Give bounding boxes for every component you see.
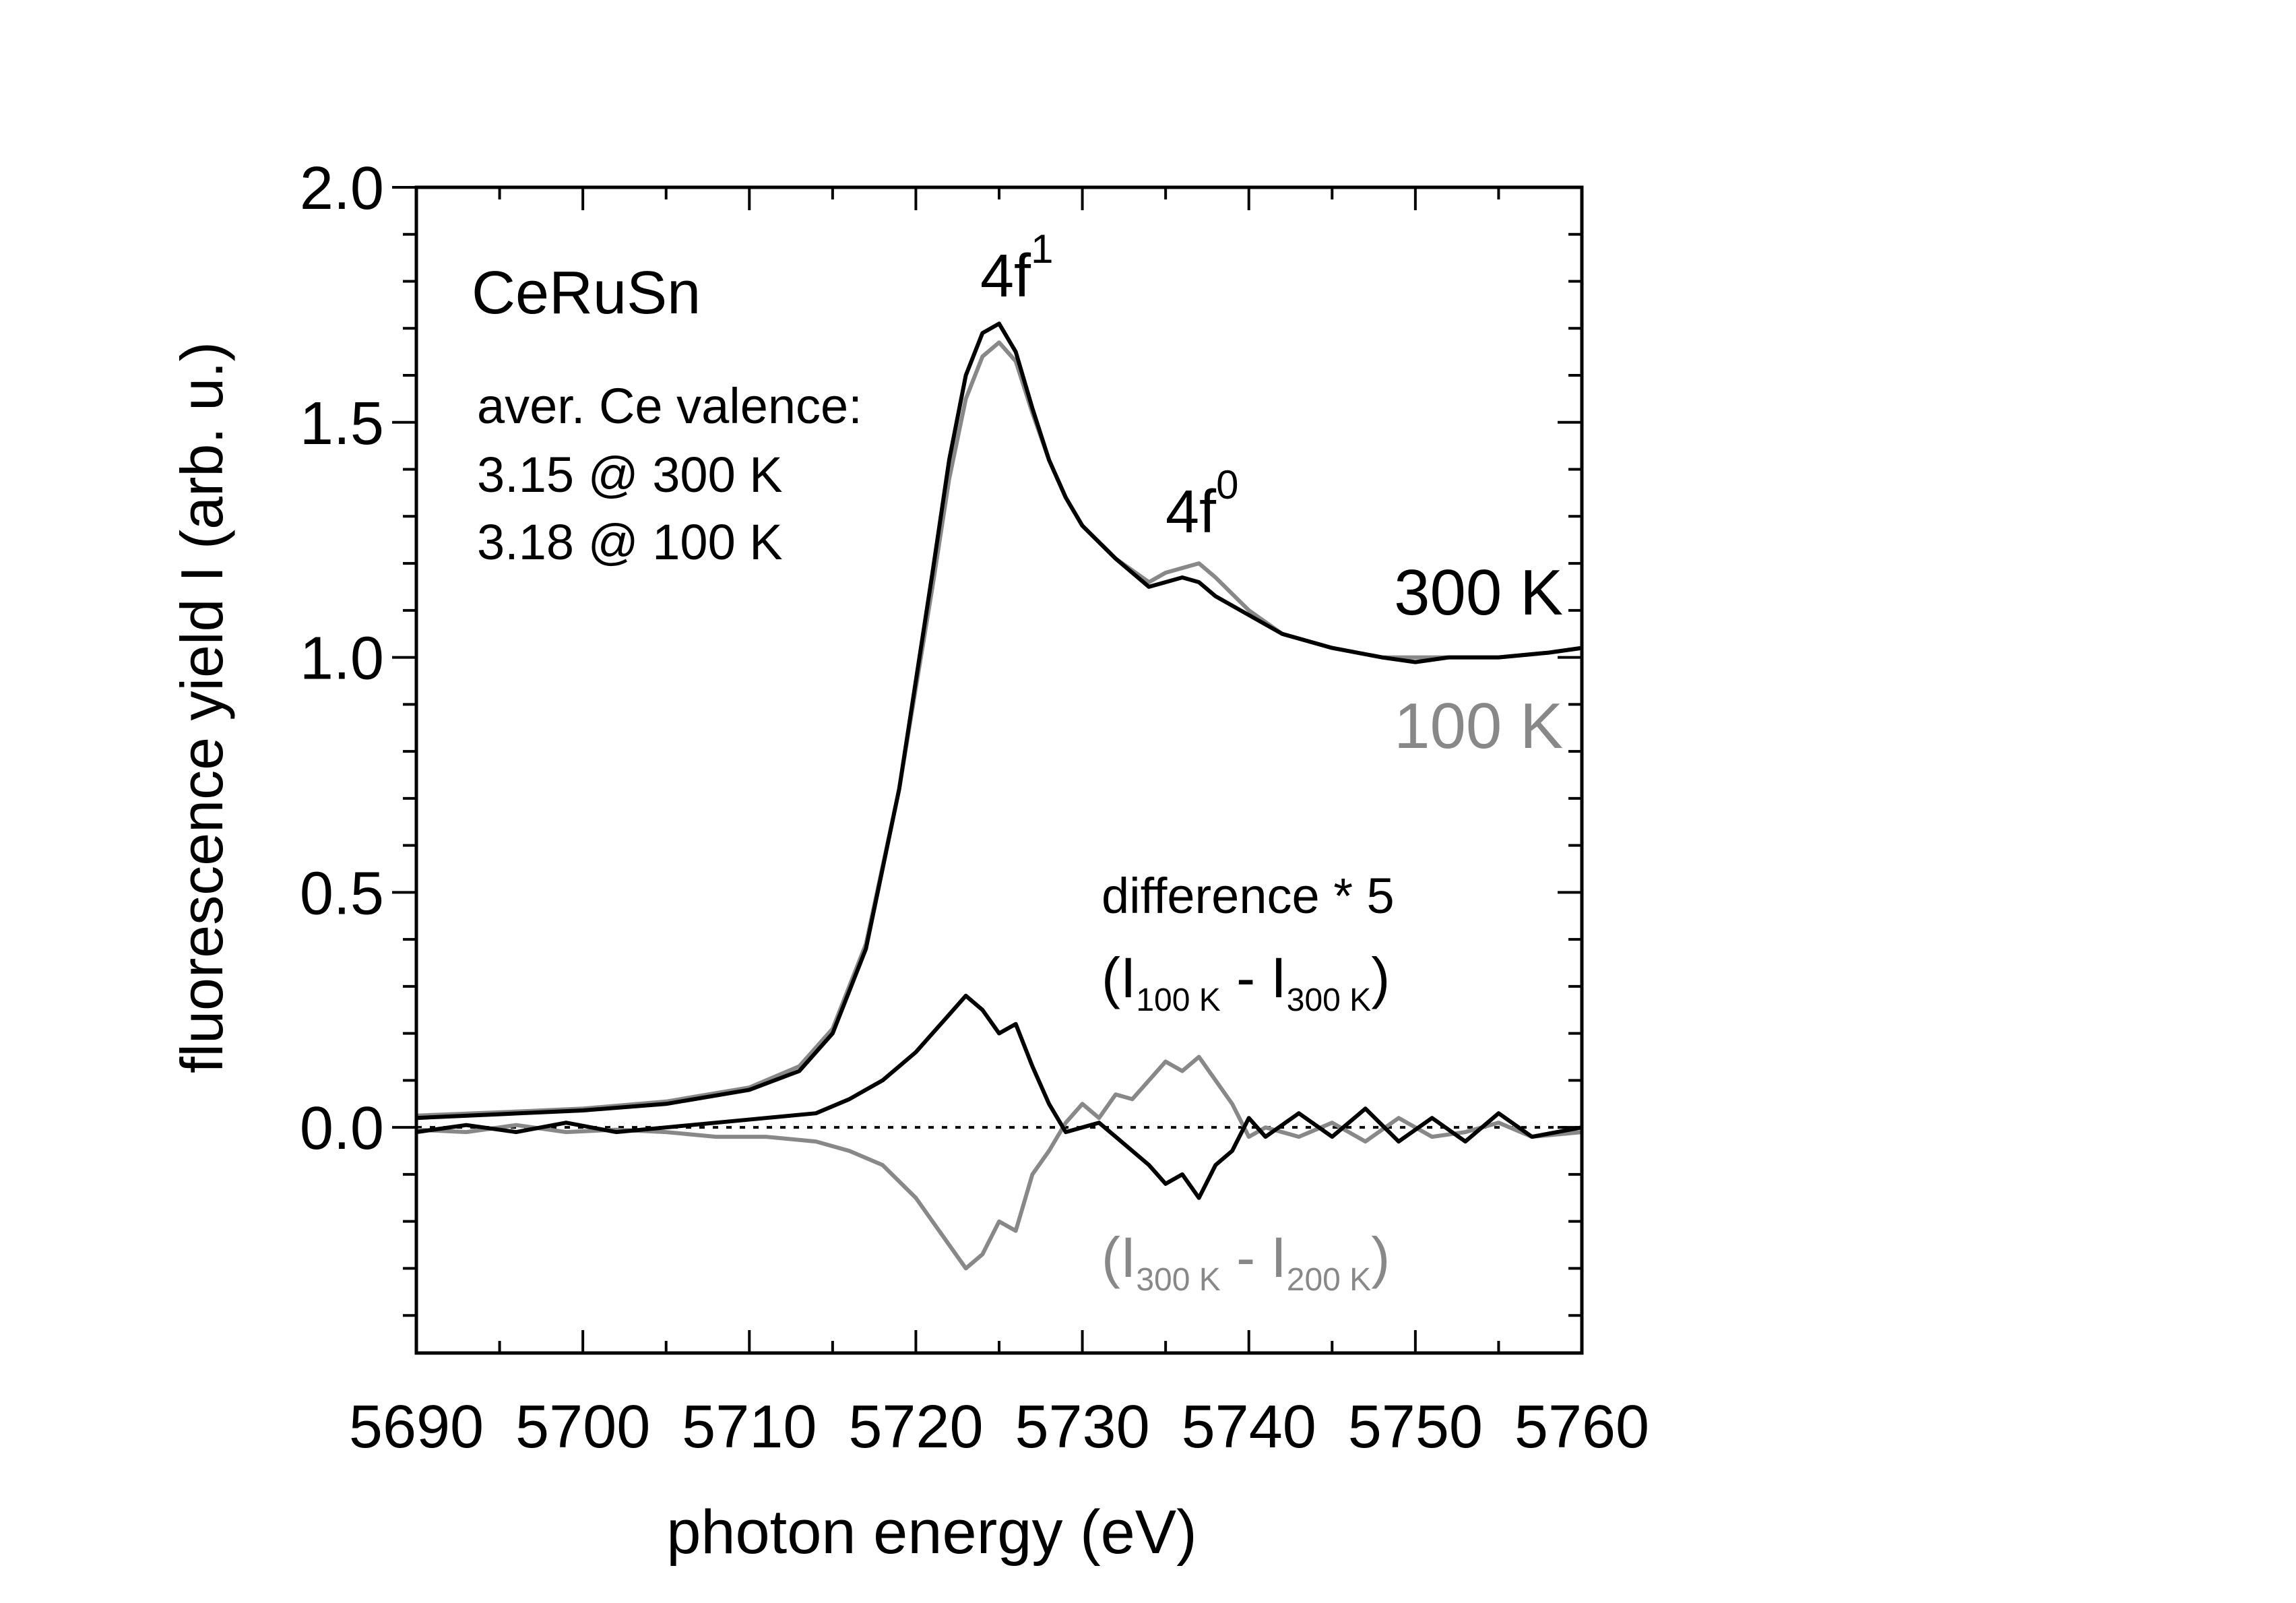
x-tick-label: 5700	[515, 1393, 650, 1461]
x-tick-label: 5720	[848, 1393, 983, 1461]
diff1-open: (I	[1102, 946, 1136, 1009]
valence-line-2: 3.15 @ 300 K	[477, 447, 783, 503]
x-tick-label: 5760	[1514, 1393, 1649, 1461]
diff1-mid: - I	[1221, 946, 1287, 1009]
series-300k-line	[416, 321, 1583, 1121]
difference-formula-2: (I300 K - I200 K)	[1102, 1226, 1390, 1298]
peak-label-4f0: 4f0	[1166, 462, 1238, 546]
diff2-mid: - I	[1221, 1226, 1287, 1289]
peak-label-4f1-base: 4f	[980, 243, 1031, 310]
x-tick-label: 5730	[1015, 1393, 1149, 1461]
y-axis-label: fluorescence yield I (arb. u.)	[168, 342, 235, 1073]
y-tick-label: 2.0	[300, 155, 384, 222]
diff2-open: (I	[1102, 1226, 1136, 1289]
x-axis-label: photon energy (eV)	[666, 1498, 1197, 1567]
tick-labels-layer: 5690 5700 5710 5720 5730 5740 5750 5760 0.0 0.5 1.…	[300, 155, 1649, 1461]
y-tick-label: 0.5	[300, 860, 384, 927]
valence-line-1: aver. Ce valence:	[477, 378, 862, 434]
sample-label: CeRuSn	[472, 259, 701, 327]
difference-100k-300k-line	[416, 993, 1583, 1200]
y-tick-label: 1.0	[300, 625, 384, 693]
x-tick-label: 5710	[682, 1393, 817, 1461]
plot-frame	[414, 185, 1584, 1355]
difference-formula-1: (I100 K - I300 K)	[1102, 946, 1390, 1018]
ticks-layer	[392, 186, 1583, 1353]
series-label-100k: 100 K	[1394, 690, 1563, 762]
diff2-close: )	[1371, 1226, 1390, 1289]
series-label-300k: 300 K	[1394, 557, 1563, 629]
diff2-sub1: 300 K	[1136, 1262, 1220, 1298]
peak-label-4f1-sup: 1	[1031, 226, 1053, 272]
peak-label-4f0-base: 4f	[1166, 478, 1217, 546]
valence-line-3: 3.18 @ 100 K	[477, 514, 783, 570]
series-layer	[416, 321, 1583, 1271]
diff1-sub2: 300 K	[1287, 982, 1371, 1018]
x-tick-label: 5690	[349, 1393, 484, 1461]
difference-300k-200k-line	[416, 1055, 1583, 1271]
y-tick-label: 0.0	[300, 1095, 384, 1162]
diff2-sub2: 200 K	[1287, 1262, 1371, 1298]
diff1-close: )	[1371, 946, 1390, 1009]
peak-label-4f0-sup: 0	[1216, 462, 1238, 507]
peak-label-4f1: 4f1	[980, 226, 1053, 310]
difference-label: difference * 5	[1102, 868, 1395, 924]
x-tick-label: 5740	[1182, 1393, 1316, 1461]
x-tick-label: 5750	[1348, 1393, 1483, 1461]
y-tick-label: 1.5	[300, 390, 384, 458]
diff1-sub1: 100 K	[1136, 982, 1220, 1018]
